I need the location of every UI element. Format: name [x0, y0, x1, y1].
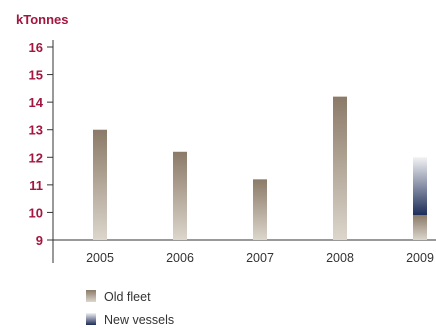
bar-new-vessels-2009: [413, 157, 427, 216]
legend-swatch-old-fleet: [86, 290, 96, 302]
y-tick-label: 12: [29, 150, 43, 165]
bar-old-fleet-2009: [413, 215, 427, 240]
y-axis-unit-label: kTonnes: [16, 12, 69, 27]
y-tick-label: 14: [29, 95, 44, 110]
y-tick-label: 9: [36, 233, 43, 248]
legend-item-new-vessels: New vessels: [86, 313, 174, 327]
legend: Old fleet New vessels: [86, 290, 174, 327]
x-axis: 2005 2006 2007 2008 2009: [53, 239, 436, 265]
y-tick-label: 16: [29, 40, 43, 55]
legend-label-new-vessels: New vessels: [104, 313, 174, 327]
x-tick-label: 2005: [86, 251, 114, 265]
bars: [93, 96, 427, 240]
y-tick-label: 13: [29, 123, 43, 138]
y-tick-label: 15: [29, 68, 43, 83]
x-tick-label: 2008: [326, 251, 354, 265]
y-tick-label: 10: [29, 205, 43, 220]
legend-item-old-fleet: Old fleet: [86, 290, 151, 304]
legend-label-old-fleet: Old fleet: [104, 290, 151, 304]
y-tick-label: 11: [29, 178, 43, 193]
legend-swatch-new-vessels: [86, 313, 96, 325]
y-axis: 9 10 11 12 13 14 15 16: [29, 40, 54, 263]
bar-old-fleet-2006: [173, 151, 187, 240]
bar-old-fleet-2005: [93, 129, 107, 240]
bar-old-fleet-2008: [333, 96, 347, 240]
x-tick-label: 2006: [166, 251, 194, 265]
x-tick-label: 2009: [406, 251, 434, 265]
x-tick-label: 2007: [246, 251, 274, 265]
bar-old-fleet-2007: [253, 179, 267, 240]
